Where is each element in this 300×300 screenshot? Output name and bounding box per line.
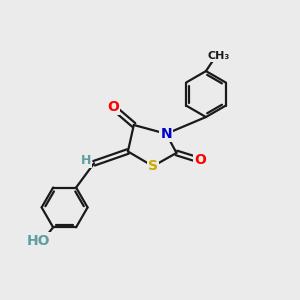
Text: N: N (160, 127, 172, 141)
Text: S: S (148, 159, 158, 173)
Text: CH₃: CH₃ (207, 51, 230, 62)
Text: O: O (194, 153, 206, 167)
Text: H: H (81, 154, 91, 167)
Text: HO: HO (27, 234, 50, 248)
Text: O: O (107, 100, 119, 114)
